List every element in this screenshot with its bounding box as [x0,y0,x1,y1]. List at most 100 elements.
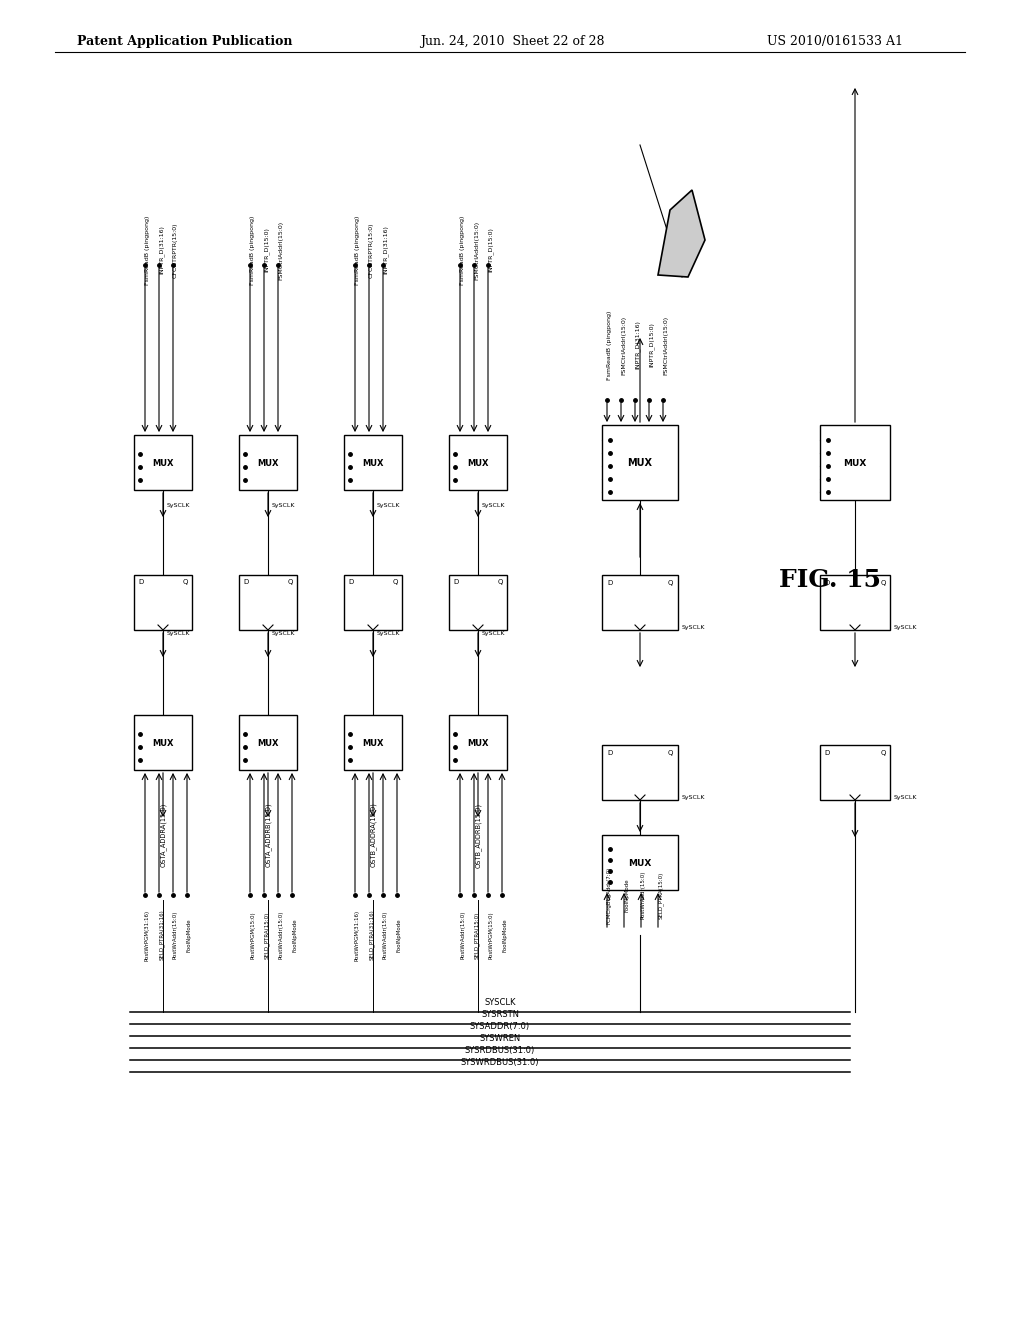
Text: FoolNpMode: FoolNpMode [502,919,507,952]
Text: FSMCtrlAddrI(15:0): FSMCtrlAddrI(15:0) [278,220,283,280]
Text: PostWrPGM(31:16): PostWrPGM(31:16) [355,909,360,961]
Text: SySCLK: SySCLK [482,631,506,635]
Text: FsmReadB (pingpong): FsmReadB (pingpong) [145,215,150,285]
Text: FoolNpMode: FoolNpMode [397,919,402,952]
Text: SYSADDR(7:0): SYSADDR(7:0) [470,1022,530,1031]
Text: PostWrPGM(15:0): PostWrPGM(15:0) [488,911,493,958]
Bar [344,576,402,630]
Text: Q: Q [668,579,673,586]
Text: CFCNTRPTR(15:0): CFCNTRPTR(15:0) [369,222,374,277]
Text: SYSWREN: SYSWREN [479,1034,520,1043]
Text: FsmReadB (pingpong): FsmReadB (pingpong) [250,215,255,285]
Text: Q: Q [881,579,886,586]
Text: SYSWRDBUS(31:0): SYSWRDBUS(31:0) [461,1059,540,1067]
Bar [344,436,402,490]
Text: MUX: MUX [257,458,279,467]
Text: FsmReadB (pingpong): FsmReadB (pingpong) [355,215,360,285]
Text: SySCLK: SySCLK [894,795,918,800]
Text: FSMCtrlAddrI(15:0): FSMCtrlAddrI(15:0) [621,315,626,375]
Text: MUX: MUX [257,738,279,747]
Text: SySCLK: SySCLK [894,624,918,630]
Text: MUX: MUX [467,458,488,467]
Text: FIG. 15: FIG. 15 [779,568,881,591]
Bar [134,715,193,770]
Text: FoolNpMode: FoolNpMode [292,919,297,952]
Text: INPTR_D(15:0): INPTR_D(15:0) [649,322,654,367]
Bar [134,436,193,490]
Bar [449,436,507,490]
Text: D: D [607,750,612,756]
Text: MUX: MUX [362,458,384,467]
Text: MUX: MUX [153,458,174,467]
Text: OSTB_ADDRB(15:0): OSTB_ADDRB(15:0) [475,803,481,867]
Text: SELD_PTRA(15:0): SELD_PTRA(15:0) [658,871,664,919]
Bar [239,436,297,490]
Text: SELD_PTRA(15:0): SELD_PTRA(15:0) [264,911,269,958]
Text: SySCLK: SySCLK [167,503,190,507]
Bar [820,576,890,630]
Text: INPTR_D(31:16): INPTR_D(31:16) [635,321,641,370]
Bar [449,576,507,630]
Text: SySCLK: SySCLK [482,503,506,507]
Text: OSTA_ADDRA(15:0): OSTA_ADDRA(15:0) [160,803,166,867]
Text: MUX: MUX [844,458,866,467]
Bar [602,744,678,800]
Text: Q: Q [182,579,188,585]
Text: FSMCtrlAddrI(15:0): FSMCtrlAddrI(15:0) [663,315,668,375]
Text: D: D [348,579,353,585]
Text: SySCLK: SySCLK [682,795,706,800]
Text: D: D [243,579,248,585]
Text: OSTA_ADDRB(15:0): OSTA_ADDRB(15:0) [264,803,271,867]
Text: D: D [453,579,459,585]
Polygon shape [658,190,705,277]
Text: INPTR_D(15:0): INPTR_D(15:0) [264,227,269,272]
Text: INPTR_D(31:16): INPTR_D(31:16) [383,226,389,275]
Bar [239,576,297,630]
Text: PostWrAddr(15:0): PostWrAddr(15:0) [641,871,646,919]
Text: SySCLK: SySCLK [272,503,296,507]
Bar [820,744,890,800]
Text: PostWrPGM(31:16): PostWrPGM(31:16) [145,909,150,961]
Text: SySCLK: SySCLK [377,631,400,635]
Text: SYSRSTN: SYSRSTN [481,1010,519,1019]
Text: FsmReadB (pingpong): FsmReadB (pingpong) [460,215,465,285]
Text: SySCLK: SySCLK [167,631,190,635]
Text: SYSRDBUS(31:0): SYSRDBUS(31:0) [465,1045,536,1055]
Text: PostWrAddr(15:0): PostWrAddr(15:0) [278,911,283,960]
Bar [602,576,678,630]
Text: Q: Q [668,750,673,756]
Text: MUX: MUX [467,738,488,747]
Text: PostWrAddr(15:0): PostWrAddr(15:0) [383,911,388,960]
Text: Q: Q [288,579,293,585]
Text: OSTB_ADDRA(15:0): OSTB_ADDRA(15:0) [370,803,377,867]
Text: FSMCtrlAddrI(15:0): FSMCtrlAddrI(15:0) [474,220,479,280]
Text: SySCLK: SySCLK [377,503,400,507]
Text: SELD_PTRA(31:16): SELD_PTRA(31:16) [159,909,165,961]
Bar [239,715,297,770]
Text: D: D [824,750,829,756]
Text: FCMCrgBkgAddr(7:0): FCMCrgBkgAddr(7:0) [607,866,612,924]
Text: PostWrAddr(15:0): PostWrAddr(15:0) [460,911,465,960]
Text: SYSCLK: SYSCLK [484,998,516,1007]
Text: PostWrAddr(15:0): PostWrAddr(15:0) [173,911,178,960]
Text: D: D [607,579,612,586]
Text: MUX: MUX [362,738,384,747]
Text: FoolNpMode: FoolNpMode [624,878,629,912]
Text: MUX: MUX [629,858,651,867]
Text: CFCNTRPTR(15:0): CFCNTRPTR(15:0) [173,222,178,277]
Bar [449,715,507,770]
Text: MUX: MUX [153,738,174,747]
Text: SELD_PTRA(31:16): SELD_PTRA(31:16) [369,909,375,961]
Text: SELD_PTRA(15:0): SELD_PTRA(15:0) [474,911,479,958]
Text: PostWrPGM(15:0): PostWrPGM(15:0) [250,911,255,958]
Bar [602,425,678,500]
Text: INPTR_D(31:16): INPTR_D(31:16) [159,226,165,275]
Bar [344,715,402,770]
Bar [820,425,890,500]
Text: D: D [138,579,143,585]
Text: SySCLK: SySCLK [682,624,706,630]
Bar [602,836,678,890]
Text: SySCLK: SySCLK [272,631,296,635]
Text: Q: Q [392,579,398,585]
Text: D: D [824,579,829,586]
